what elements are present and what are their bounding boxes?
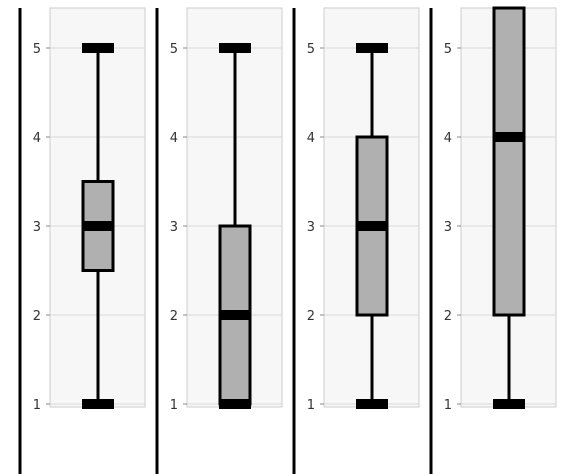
boxplot-panel-1: 1 2 3 4 5 bbox=[33, 7, 146, 413]
y-tick-label: 3 bbox=[444, 220, 452, 235]
max-cap bbox=[356, 43, 388, 53]
panels-group: 1 2 3 4 5 1 2 3 4 5 1 2 3 4 5 1 2 3 4 5 bbox=[33, 6, 557, 413]
max-cap bbox=[219, 43, 251, 53]
boxplot-panel-4: 1 2 3 4 5 bbox=[444, 6, 557, 413]
y-tick-label: 4 bbox=[444, 131, 452, 146]
boxplot-panel-2: 1 2 3 4 5 bbox=[170, 7, 283, 413]
y-tick-label: 3 bbox=[170, 220, 178, 235]
y-tick-label: 1 bbox=[307, 398, 315, 413]
y-tick-label: 1 bbox=[170, 398, 178, 413]
y-tick-label: 4 bbox=[170, 131, 178, 146]
min-cap bbox=[356, 399, 388, 409]
median-line bbox=[356, 221, 388, 231]
y-tick-label: 4 bbox=[33, 131, 41, 146]
median-line bbox=[219, 310, 251, 320]
y-tick-label: 3 bbox=[307, 220, 315, 235]
y-tick-label: 2 bbox=[33, 309, 41, 324]
y-tick-label: 1 bbox=[33, 398, 41, 413]
y-tick-label: 5 bbox=[444, 42, 452, 57]
min-cap bbox=[493, 399, 525, 409]
y-tick-label: 2 bbox=[170, 309, 178, 324]
y-tick-label: 1 bbox=[444, 398, 452, 413]
median-line bbox=[82, 221, 114, 231]
y-tick-label: 3 bbox=[33, 220, 41, 235]
max-cap bbox=[82, 43, 114, 53]
y-tick-label: 4 bbox=[307, 131, 315, 146]
min-cap bbox=[82, 399, 114, 409]
median-line bbox=[493, 132, 525, 142]
y-tick-label: 5 bbox=[33, 42, 41, 57]
y-tick-label: 5 bbox=[307, 42, 315, 57]
y-tick-label: 2 bbox=[444, 309, 452, 324]
y-tick-label: 2 bbox=[307, 309, 315, 324]
boxplot-panel-3: 1 2 3 4 5 bbox=[307, 7, 420, 413]
y-tick-label: 5 bbox=[170, 42, 178, 57]
box-iqr bbox=[492, 6, 526, 317]
min-cap bbox=[219, 399, 251, 409]
